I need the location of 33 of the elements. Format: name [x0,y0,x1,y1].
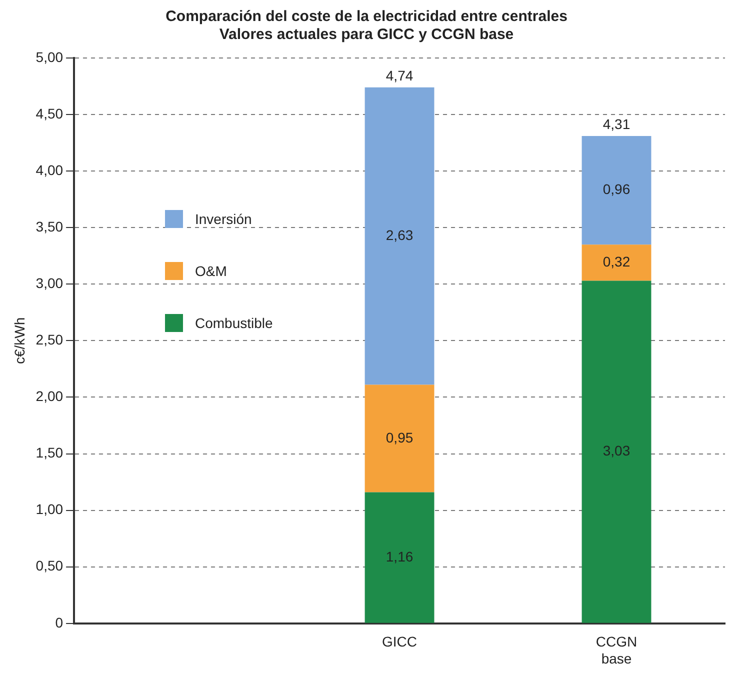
data-label: 2,63 [386,226,414,243]
y-tick-label: 2,50 [36,332,64,348]
x-tick-label: CCGN base [596,634,638,666]
bar [582,244,652,281]
y-axis-title: c€/kWh [11,317,28,364]
legend-label: O&M [195,263,227,279]
data-label: 3,03 [602,442,630,459]
y-tick-label: 4,00 [36,162,64,178]
y-tick-label: 3,50 [36,218,64,234]
y-tick-label: 0,50 [36,558,64,574]
y-tick-label: 1,00 [36,501,64,518]
data-label: 0,96 [602,181,630,198]
chart-subtitle: Valores actuales para GICC y CCGN base [219,26,514,44]
bar [364,384,434,492]
data-label: 1,16 [386,548,414,564]
y-tick-label: 2,00 [36,388,64,404]
data-label: 0,95 [386,429,414,446]
y-tick-label: 0 [55,614,64,630]
x-tick-label: GICC [382,634,418,650]
chart-title: Comparación del coste de la electricidad entre centrales [166,8,568,26]
y-tick-label: 4,50 [36,105,64,122]
bar [582,280,652,623]
bar [364,87,434,385]
y-tick-label: 5,00 [36,48,64,65]
bar [582,136,652,245]
legend-label: Inversión [195,211,252,227]
total-label: 4,31 [602,116,630,132]
y-tick-label: 1,50 [36,444,64,461]
bar [364,492,434,623]
data-label: 0,32 [602,254,630,270]
y-tick-label: 3,00 [36,275,64,292]
total-label: 4,74 [386,67,414,84]
legend-label: Combustible [195,315,273,331]
